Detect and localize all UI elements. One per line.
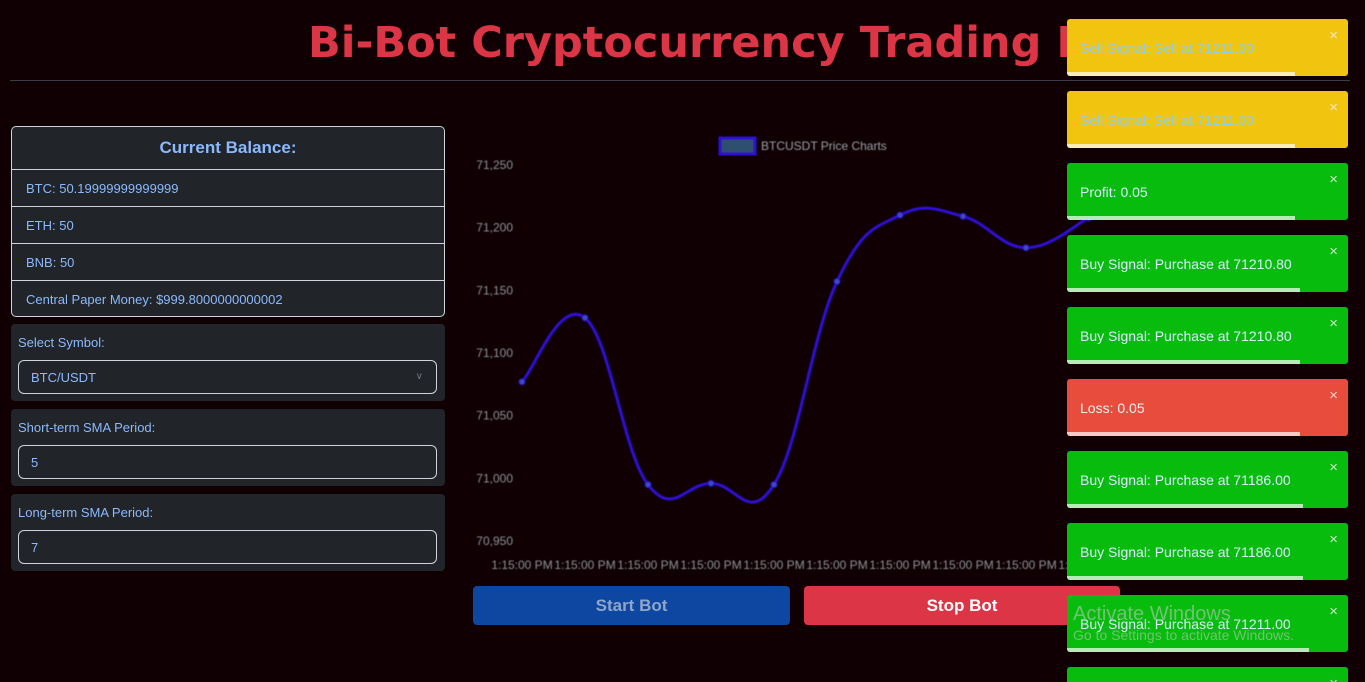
notification-toast[interactable]: × <box>1067 667 1348 682</box>
x-tick-label: 1:15:00 PM <box>491 558 552 572</box>
notification-progress-bar <box>1067 288 1301 292</box>
notification-progress-bar <box>1067 216 1295 220</box>
y-tick-label: 71,100 <box>476 346 513 360</box>
close-icon[interactable]: × <box>1329 459 1338 476</box>
close-icon[interactable]: × <box>1329 243 1338 260</box>
header-divider <box>10 80 1350 81</box>
notification-progress-bar <box>1067 648 1309 652</box>
close-icon[interactable]: × <box>1329 387 1338 404</box>
data-point[interactable] <box>707 479 715 487</box>
notification-message: Buy Signal: Purchase at 71186.00 <box>1080 544 1291 560</box>
long-sma-value: 7 <box>31 539 39 555</box>
notification-message: Buy Signal: Purchase at 71186.00 <box>1080 472 1291 488</box>
x-tick-label: 1:15:00 PM <box>743 558 804 572</box>
notification-toast[interactable]: Sell Signal: Sell at 71211.00 × <box>1067 91 1348 148</box>
long-sma-label: Long-term SMA Period: <box>18 505 154 520</box>
notification-toast[interactable]: Buy Signal: Purchase at 71186.00 × <box>1067 451 1348 508</box>
y-tick-label: 71,000 <box>476 471 513 485</box>
notification-message: Sell Signal: Sell at 71211.00 <box>1080 40 1255 56</box>
long-sma-input[interactable]: 7 <box>18 530 437 564</box>
balance-header: Current Balance: <box>12 127 444 170</box>
balance-bnb: BNB: 50 <box>12 244 444 281</box>
symbol-select[interactable]: BTC/USDT ∨ <box>18 360 437 394</box>
notification-toast[interactable]: Buy Signal: Purchase at 71210.80 × <box>1067 307 1348 364</box>
x-tick-label: 1:15:00 PM <box>617 558 678 572</box>
close-icon[interactable]: × <box>1329 675 1338 682</box>
close-icon[interactable]: × <box>1329 171 1338 188</box>
short-sma-value: 5 <box>31 454 39 470</box>
y-tick-label: 71,200 <box>476 221 513 235</box>
chevron-down-icon: ∨ <box>415 371 423 382</box>
y-tick-label: 71,250 <box>476 158 513 172</box>
balance-paper-money: Central Paper Money: $999.8000000000002 <box>26 292 283 307</box>
notification-toast[interactable]: Buy Signal: Purchase at 71211.00 × <box>1067 595 1348 652</box>
x-tick-label: 1:15:00 PM <box>806 558 867 572</box>
notification-message: Sell Signal: Sell at 71211.00 <box>1080 112 1255 128</box>
close-icon[interactable]: × <box>1329 315 1338 332</box>
page-title: Bi-Bot Cryptocurrency Trading Bot <box>308 18 1140 68</box>
notification-progress-bar <box>1067 72 1295 76</box>
data-point[interactable] <box>518 378 526 386</box>
data-point[interactable] <box>833 278 841 286</box>
close-icon[interactable]: × <box>1329 99 1338 116</box>
notification-progress-bar <box>1067 432 1301 436</box>
balance-card: Current Balance: BTC: 50.19999999999999 … <box>11 126 445 317</box>
x-tick-label: 1:15:00 PM <box>680 558 741 572</box>
data-point[interactable] <box>959 212 967 220</box>
series-line <box>520 206 1090 504</box>
legend-label[interactable]: BTCUSDT Price Charts <box>761 139 887 153</box>
notification-toast[interactable]: Loss: 0.05 × <box>1067 379 1348 436</box>
data-point[interactable] <box>581 314 589 322</box>
close-icon[interactable]: × <box>1329 27 1338 44</box>
data-point[interactable] <box>896 211 904 219</box>
start-bot-button[interactable]: Start Bot <box>473 586 790 625</box>
data-point[interactable] <box>644 481 652 489</box>
short-sma-input[interactable]: 5 <box>18 445 437 479</box>
y-tick-label: 71,050 <box>476 409 513 423</box>
symbol-panel: Select Symbol: BTC/USDT ∨ <box>11 324 445 401</box>
legend-swatch[interactable] <box>718 136 757 156</box>
balance-btc: BTC: 50.19999999999999 <box>12 170 444 207</box>
y-tick-label: 70,950 <box>476 534 513 548</box>
symbol-select-value: BTC/USDT <box>31 369 96 385</box>
close-icon[interactable]: × <box>1329 531 1338 548</box>
short-sma-panel: Short-term SMA Period: 5 <box>11 409 445 486</box>
notification-progress-bar <box>1067 144 1295 148</box>
notification-message: Profit: 0.05 <box>1080 184 1148 200</box>
balance-eth: ETH: 50 <box>12 207 444 244</box>
x-tick-label: 1:15:00 PM <box>995 558 1056 572</box>
symbol-label: Select Symbol: <box>18 335 105 350</box>
notification-message: Buy Signal: Purchase at 71210.80 <box>1080 256 1292 272</box>
short-sma-label: Short-term SMA Period: <box>18 420 156 435</box>
close-icon[interactable]: × <box>1329 603 1338 620</box>
x-tick-label: 1:15:00 PM <box>554 558 615 572</box>
notification-message: Loss: 0.05 <box>1080 400 1145 416</box>
notification-progress-bar <box>1067 576 1304 580</box>
notification-toast[interactable]: Profit: 0.05 × <box>1067 163 1348 220</box>
notification-toast[interactable]: Buy Signal: Purchase at 71210.80 × <box>1067 235 1348 292</box>
notification-toast[interactable]: Sell Signal: Sell at 71211.00 × <box>1067 19 1348 76</box>
notification-message: Buy Signal: Purchase at 71211.00 <box>1080 616 1291 632</box>
data-point[interactable] <box>1022 244 1030 252</box>
notification-toast[interactable]: Buy Signal: Purchase at 71186.00 × <box>1067 523 1348 580</box>
y-tick-label: 71,150 <box>476 283 513 297</box>
x-tick-label: 1:15:00 PM <box>932 558 993 572</box>
notification-message: Buy Signal: Purchase at 71210.80 <box>1080 328 1292 344</box>
data-point[interactable] <box>770 481 778 489</box>
notification-progress-bar <box>1067 360 1301 364</box>
x-tick-label: 1:15:00 PM <box>869 558 930 572</box>
long-sma-panel: Long-term SMA Period: 7 <box>11 494 445 571</box>
price-chart: BTCUSDT Price Charts 71,250 71,200 71,150 71… <box>476 136 1110 572</box>
notification-progress-bar <box>1067 504 1304 508</box>
